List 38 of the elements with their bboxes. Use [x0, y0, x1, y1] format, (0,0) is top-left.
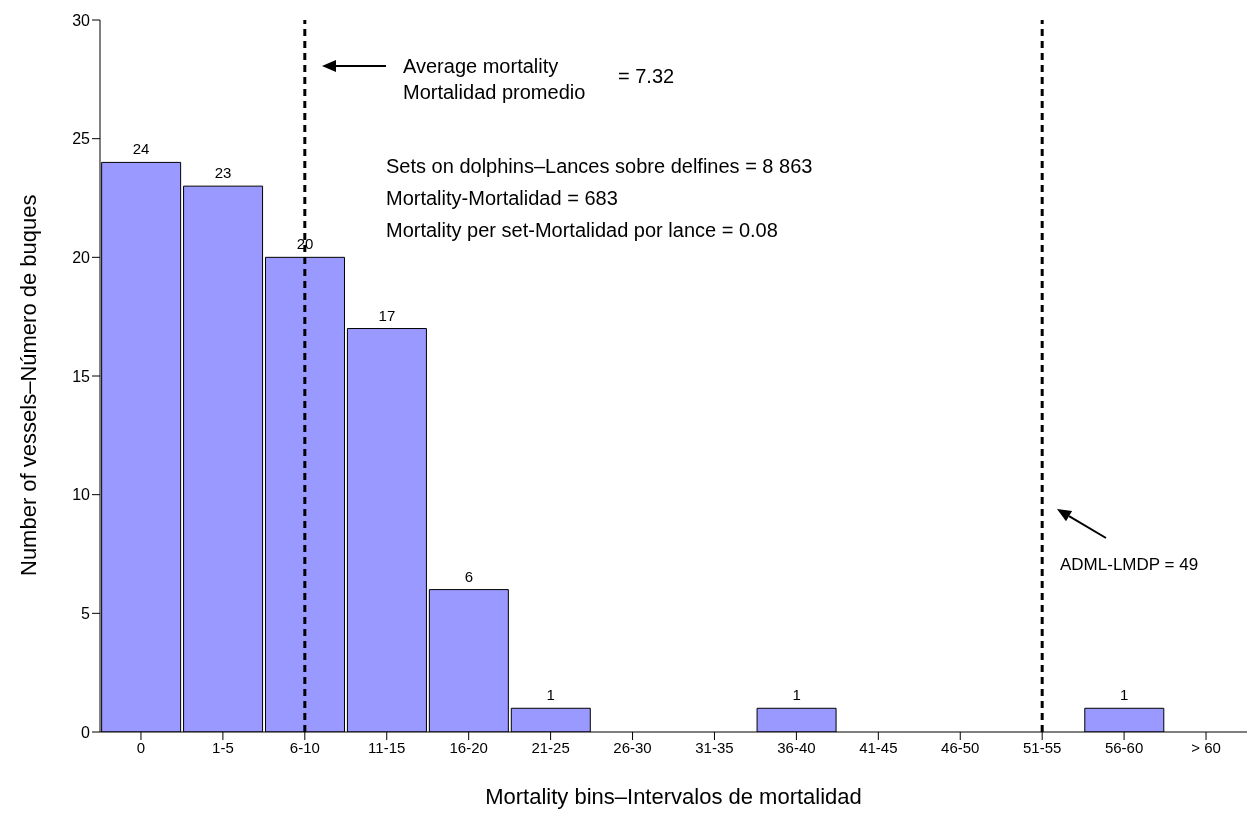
- annotation: ADML-LMDP = 49: [1060, 555, 1199, 574]
- data-label: 17: [378, 306, 396, 324]
- x-tick-label: 16-20: [449, 738, 488, 756]
- y-tick-label: 5: [81, 605, 91, 623]
- x-tick-label: 36-40: [777, 738, 816, 756]
- y-tick-label: 20: [72, 249, 91, 267]
- x-tick-label: 21-25: [531, 738, 570, 756]
- annotation: = 7.32: [618, 65, 675, 87]
- annotation: Average mortality: [403, 55, 559, 77]
- annotation: Sets on dolphins–Lances sobre delfines = 8 863: [386, 155, 813, 177]
- data-label: 1: [546, 686, 555, 704]
- x-tick-label: 46-50: [941, 738, 980, 756]
- y-axis-title: Number of vessels–Número de buques: [15, 194, 41, 576]
- x-tick-label: 26-30: [613, 738, 652, 756]
- data-label: 1: [1120, 686, 1129, 704]
- x-tick-label: 1-5: [212, 738, 234, 756]
- x-tick-label: 41-45: [859, 738, 898, 756]
- data-label: 1: [792, 686, 801, 704]
- annotation: Mortalidad promedio: [403, 81, 586, 103]
- y-tick-label: 25: [72, 130, 91, 148]
- x-tick-label: > 60: [1191, 738, 1221, 756]
- x-tick-label: 31-35: [695, 738, 734, 756]
- y-tick-label: 0: [81, 723, 91, 741]
- x-tick-label: 0: [136, 738, 146, 756]
- y-tick-label: 30: [72, 11, 91, 29]
- annotation: Mortality per set-Mortalidad por lance = 0.08: [386, 219, 778, 241]
- x-tick-label: 6-10: [289, 738, 320, 756]
- y-tick-label: 15: [72, 367, 91, 385]
- x-tick-label: 56-60: [1104, 738, 1144, 756]
- x-tick-label: 51-55: [1022, 738, 1062, 756]
- x-tick-label: 11-15: [368, 738, 406, 756]
- data-label: 20: [296, 235, 314, 253]
- data-label: 6: [464, 567, 474, 585]
- x-axis-title: Mortality bins–Intervalos de mortalidad: [485, 784, 862, 809]
- data-label: 23: [214, 164, 232, 182]
- annotation: Mortality-Mortalidad = 683: [386, 187, 618, 209]
- data-label: 24: [132, 140, 150, 158]
- y-tick-label: 10: [72, 486, 91, 504]
